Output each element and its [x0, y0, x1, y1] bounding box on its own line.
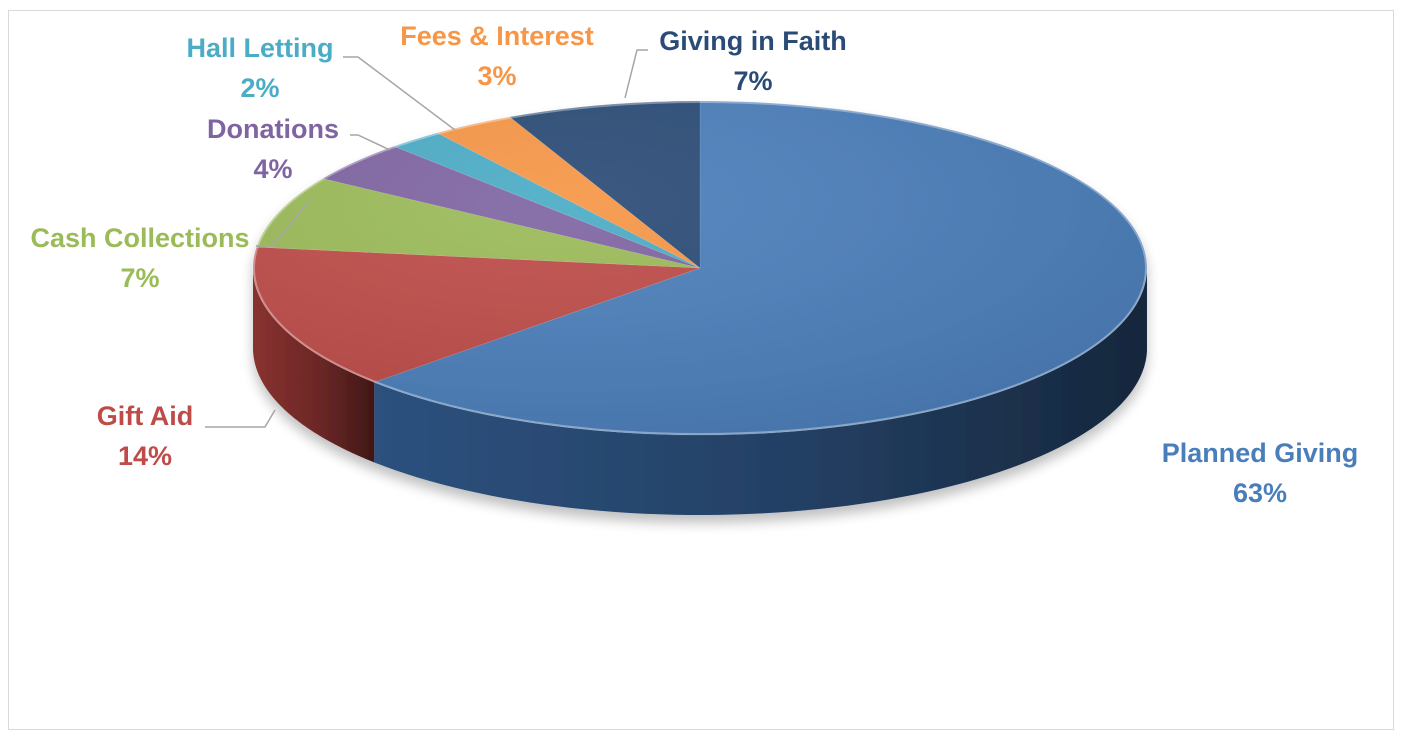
leader-line-donations	[350, 134, 391, 151]
slice-label-hall-letting: Hall Letting	[187, 33, 334, 63]
slice-label-donations: Donations	[207, 114, 339, 144]
slice-percent-giving-in-faith: 7%	[733, 66, 772, 96]
leader-line-giving-in-faith	[624, 49, 648, 99]
pie-side-shade-gift-aid	[253, 269, 375, 463]
leader-line-gift-aid	[205, 409, 276, 428]
slice-label-cash-collections: Cash Collections	[30, 223, 249, 253]
slice-label-fees-and-interest: Fees & Interest	[400, 21, 594, 51]
leader-line-cash-collections	[256, 199, 311, 247]
slice-label-gift-aid: Gift Aid	[97, 401, 193, 431]
pie-top-rim	[253, 101, 1147, 435]
slice-percent-planned-giving: 63%	[1233, 478, 1287, 508]
pie-side-shade-planned-giving	[374, 270, 1147, 515]
slice-percent-fees-and-interest: 3%	[477, 61, 516, 91]
slice-percent-gift-aid: 14%	[118, 441, 172, 471]
slice-label-planned-giving: Planned Giving	[1162, 438, 1359, 468]
slice-percent-donations: 4%	[253, 154, 292, 184]
leader-line-hall-letting	[343, 56, 456, 131]
slice-percent-cash-collections: 7%	[120, 263, 159, 293]
pie-top-sheen	[253, 101, 1147, 435]
slice-label-giving-in-faith: Giving in Faith	[659, 26, 847, 56]
slice-percent-hall-letting: 2%	[240, 73, 279, 103]
